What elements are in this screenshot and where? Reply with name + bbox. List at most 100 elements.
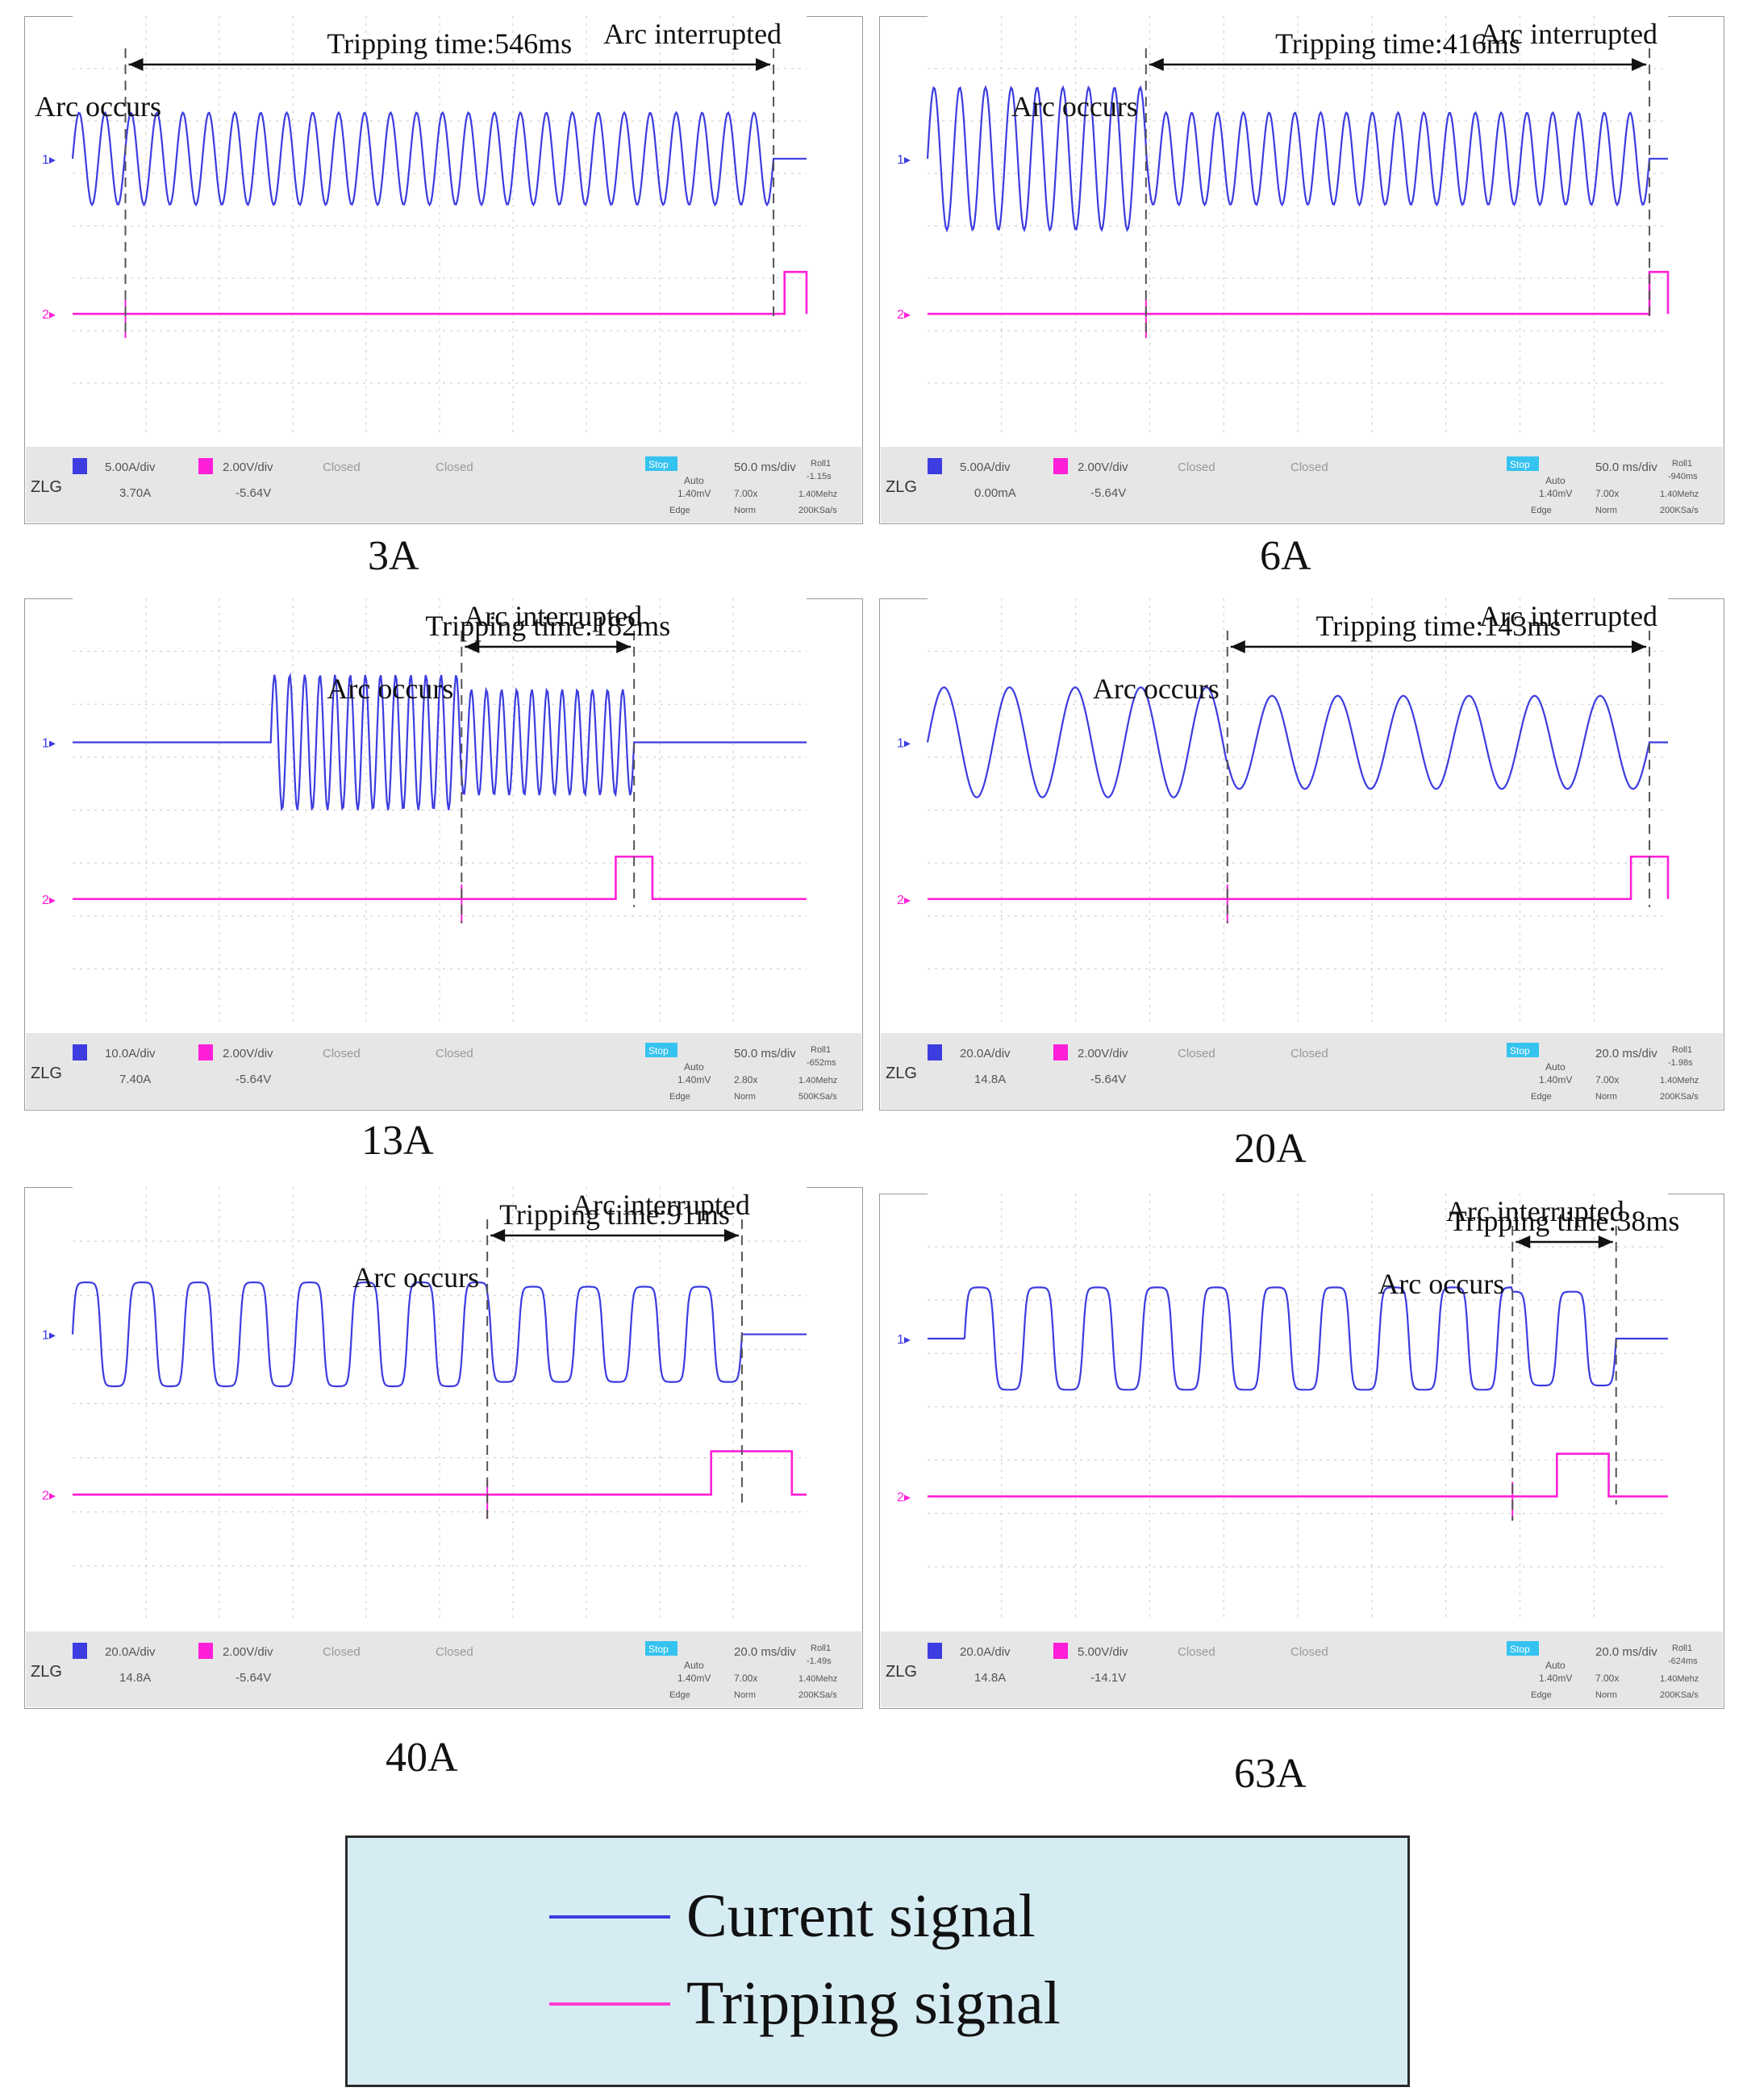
ch2-offset: -5.64V [236, 1671, 271, 1685]
ch1-badge [928, 458, 942, 474]
ch2-scale: 2.00V/div [223, 1047, 273, 1060]
run-state: Stop [648, 459, 669, 470]
ch2-badge [1053, 1643, 1068, 1659]
arc-occurs-label: Arc occurs [352, 1261, 479, 1294]
current-channel-marker: 1▸ [897, 737, 911, 751]
ch1-badge [73, 1643, 87, 1659]
ch2-badge [198, 458, 213, 474]
roll-value: -624ms [1668, 1656, 1698, 1666]
panel-caption: 63A [1234, 1751, 1307, 1797]
legend-box: Current signal Tripping signal [345, 1835, 1410, 2087]
trigger-type: Edge [669, 1092, 690, 1102]
trigger-type: Edge [669, 1690, 690, 1700]
acq-mode: Norm [1595, 1690, 1617, 1700]
arc-occurs-label: Arc occurs [327, 673, 453, 705]
run-state: Stop [648, 1045, 669, 1056]
ch3-state: Closed [323, 460, 361, 474]
ch3-state: Closed [1178, 460, 1215, 474]
legend-label-current: Current signal [686, 1882, 1036, 1950]
ch1-offset: 3.70A [119, 486, 151, 500]
ch1-offset: 0.00mA [974, 486, 1016, 500]
oscilloscope-panel-40A: 1▸ 2▸ Tripping time:91ms Arc occurs Arc inte… [24, 1187, 863, 1709]
current-channel-marker: 1▸ [42, 1329, 56, 1343]
trip-channel-marker: 2▸ [42, 1489, 56, 1502]
arrow-head-right [723, 1229, 739, 1242]
oscilloscope-svg: 1▸ 2▸ Tripping time:91ms Arc occurs Arc inte… [24, 1187, 863, 1709]
ch3-state: Closed [323, 1047, 361, 1060]
run-state: Stop [648, 1644, 669, 1655]
arc-interrupted-label: Arc interrupted [603, 18, 782, 50]
ch3-state: Closed [323, 1645, 361, 1659]
sample-rate: 200KSa/s [1660, 506, 1699, 515]
freq-value: 1.40Mehz [798, 490, 837, 499]
roll-label: Roll1 [1672, 459, 1692, 469]
ch2-offset: -5.64V [1090, 486, 1126, 500]
brand-logo: ZLG [31, 1065, 62, 1082]
roll-value: -1.49s [807, 1656, 832, 1666]
arrow-head-right [616, 640, 632, 653]
brand-logo: ZLG [31, 1663, 62, 1681]
time-scale: 20.0 ms/div [1595, 1645, 1657, 1659]
ch1-badge [73, 458, 87, 474]
ch4-state: Closed [436, 1645, 473, 1659]
time-scale: 20.0 ms/div [1595, 1047, 1657, 1060]
tripping-signal-trace [928, 1452, 1668, 1498]
run-state-badge [1507, 1641, 1539, 1656]
status-bar [26, 447, 861, 523]
tripping-time-label: Tripping time:546ms [327, 27, 572, 60]
zoom-level: 7.00x [1595, 488, 1619, 499]
legend-label-tripping: Tripping signal [686, 1969, 1061, 2037]
arrow-head-left [128, 58, 144, 71]
acq-mode: Norm [734, 1092, 756, 1102]
ch4-state: Closed [1290, 460, 1328, 474]
roll-label: Roll1 [811, 459, 831, 469]
ch4-state: Closed [1290, 1645, 1328, 1659]
ch1-scale: 20.0A/div [105, 1645, 156, 1659]
freq-value: 1.40Mehz [798, 1674, 837, 1684]
arrow-head-left [490, 1229, 506, 1242]
panel-caption: 3A [368, 533, 419, 579]
tripping-signal-trace [73, 1450, 807, 1496]
ch2-scale: 2.00V/div [1078, 1047, 1128, 1060]
trigger-level: 1.40mV [1539, 488, 1572, 499]
ch2-scale: 2.00V/div [223, 1645, 273, 1659]
acq-mode: Norm [734, 506, 756, 515]
oscilloscope-panel-20A: 1▸ 2▸ Tripping time:143ms Arc occurs Arc int… [879, 598, 1724, 1110]
roll-value: -1.98s [1668, 1058, 1693, 1068]
oscilloscope-panel-63A: 1▸ 2▸ Tripping time:38ms Arc occurs Arc inte… [879, 1194, 1724, 1709]
tripping-signal-trace [928, 855, 1670, 901]
current-signal-trace [71, 1281, 807, 1388]
time-scale: 50.0 ms/div [734, 1047, 796, 1060]
arrow-head-left [1230, 640, 1245, 653]
oscilloscope-panel-3A: 1▸ 2▸ Tripping time:546ms Arc occurs Arc int… [24, 16, 863, 524]
ch2-scale: 2.00V/div [223, 460, 273, 474]
acq-mode: Norm [1595, 506, 1617, 515]
trigger-type: Edge [1531, 1092, 1552, 1102]
oscilloscope-svg: 1▸ 2▸ Tripping time:182ms Arc occurs Arc int… [24, 598, 863, 1110]
sample-rate: 200KSa/s [798, 1690, 837, 1700]
trigger-type: Edge [1531, 1690, 1552, 1700]
ch3-state: Closed [1178, 1645, 1215, 1659]
brand-logo: ZLG [886, 1065, 917, 1082]
tripping-signal-trace [73, 270, 808, 315]
zoom-level: 2.80x [734, 1074, 757, 1085]
ch2-badge [198, 1044, 213, 1060]
arc-occurs-label: Arc occurs [35, 90, 161, 123]
ch2-scale: 2.00V/div [1078, 460, 1128, 474]
zoom-level: 7.00x [1595, 1673, 1619, 1684]
status-bar [26, 1631, 861, 1707]
ch1-scale: 20.0A/div [960, 1645, 1011, 1659]
current-signal-trace [926, 686, 1668, 798]
ch2-offset: -5.64V [236, 1073, 271, 1086]
tripping-signal-trace [928, 270, 1670, 315]
arc-interrupted-label: Arc interrupted [1479, 18, 1657, 50]
oscilloscope-svg: 1▸ 2▸ Tripping time:38ms Arc occurs Arc inte… [879, 1194, 1724, 1709]
trigger-mode: Auto [684, 475, 704, 486]
trigger-mode: Auto [684, 1660, 704, 1671]
roll-value: -1.15s [807, 472, 832, 481]
ch1-scale: 10.0A/div [105, 1047, 156, 1060]
status-bar [881, 1631, 1723, 1707]
tripping-time-label: Tripping time:38ms [1449, 1205, 1680, 1237]
panel-caption: 13A [361, 1118, 434, 1164]
roll-value: -652ms [807, 1058, 836, 1068]
